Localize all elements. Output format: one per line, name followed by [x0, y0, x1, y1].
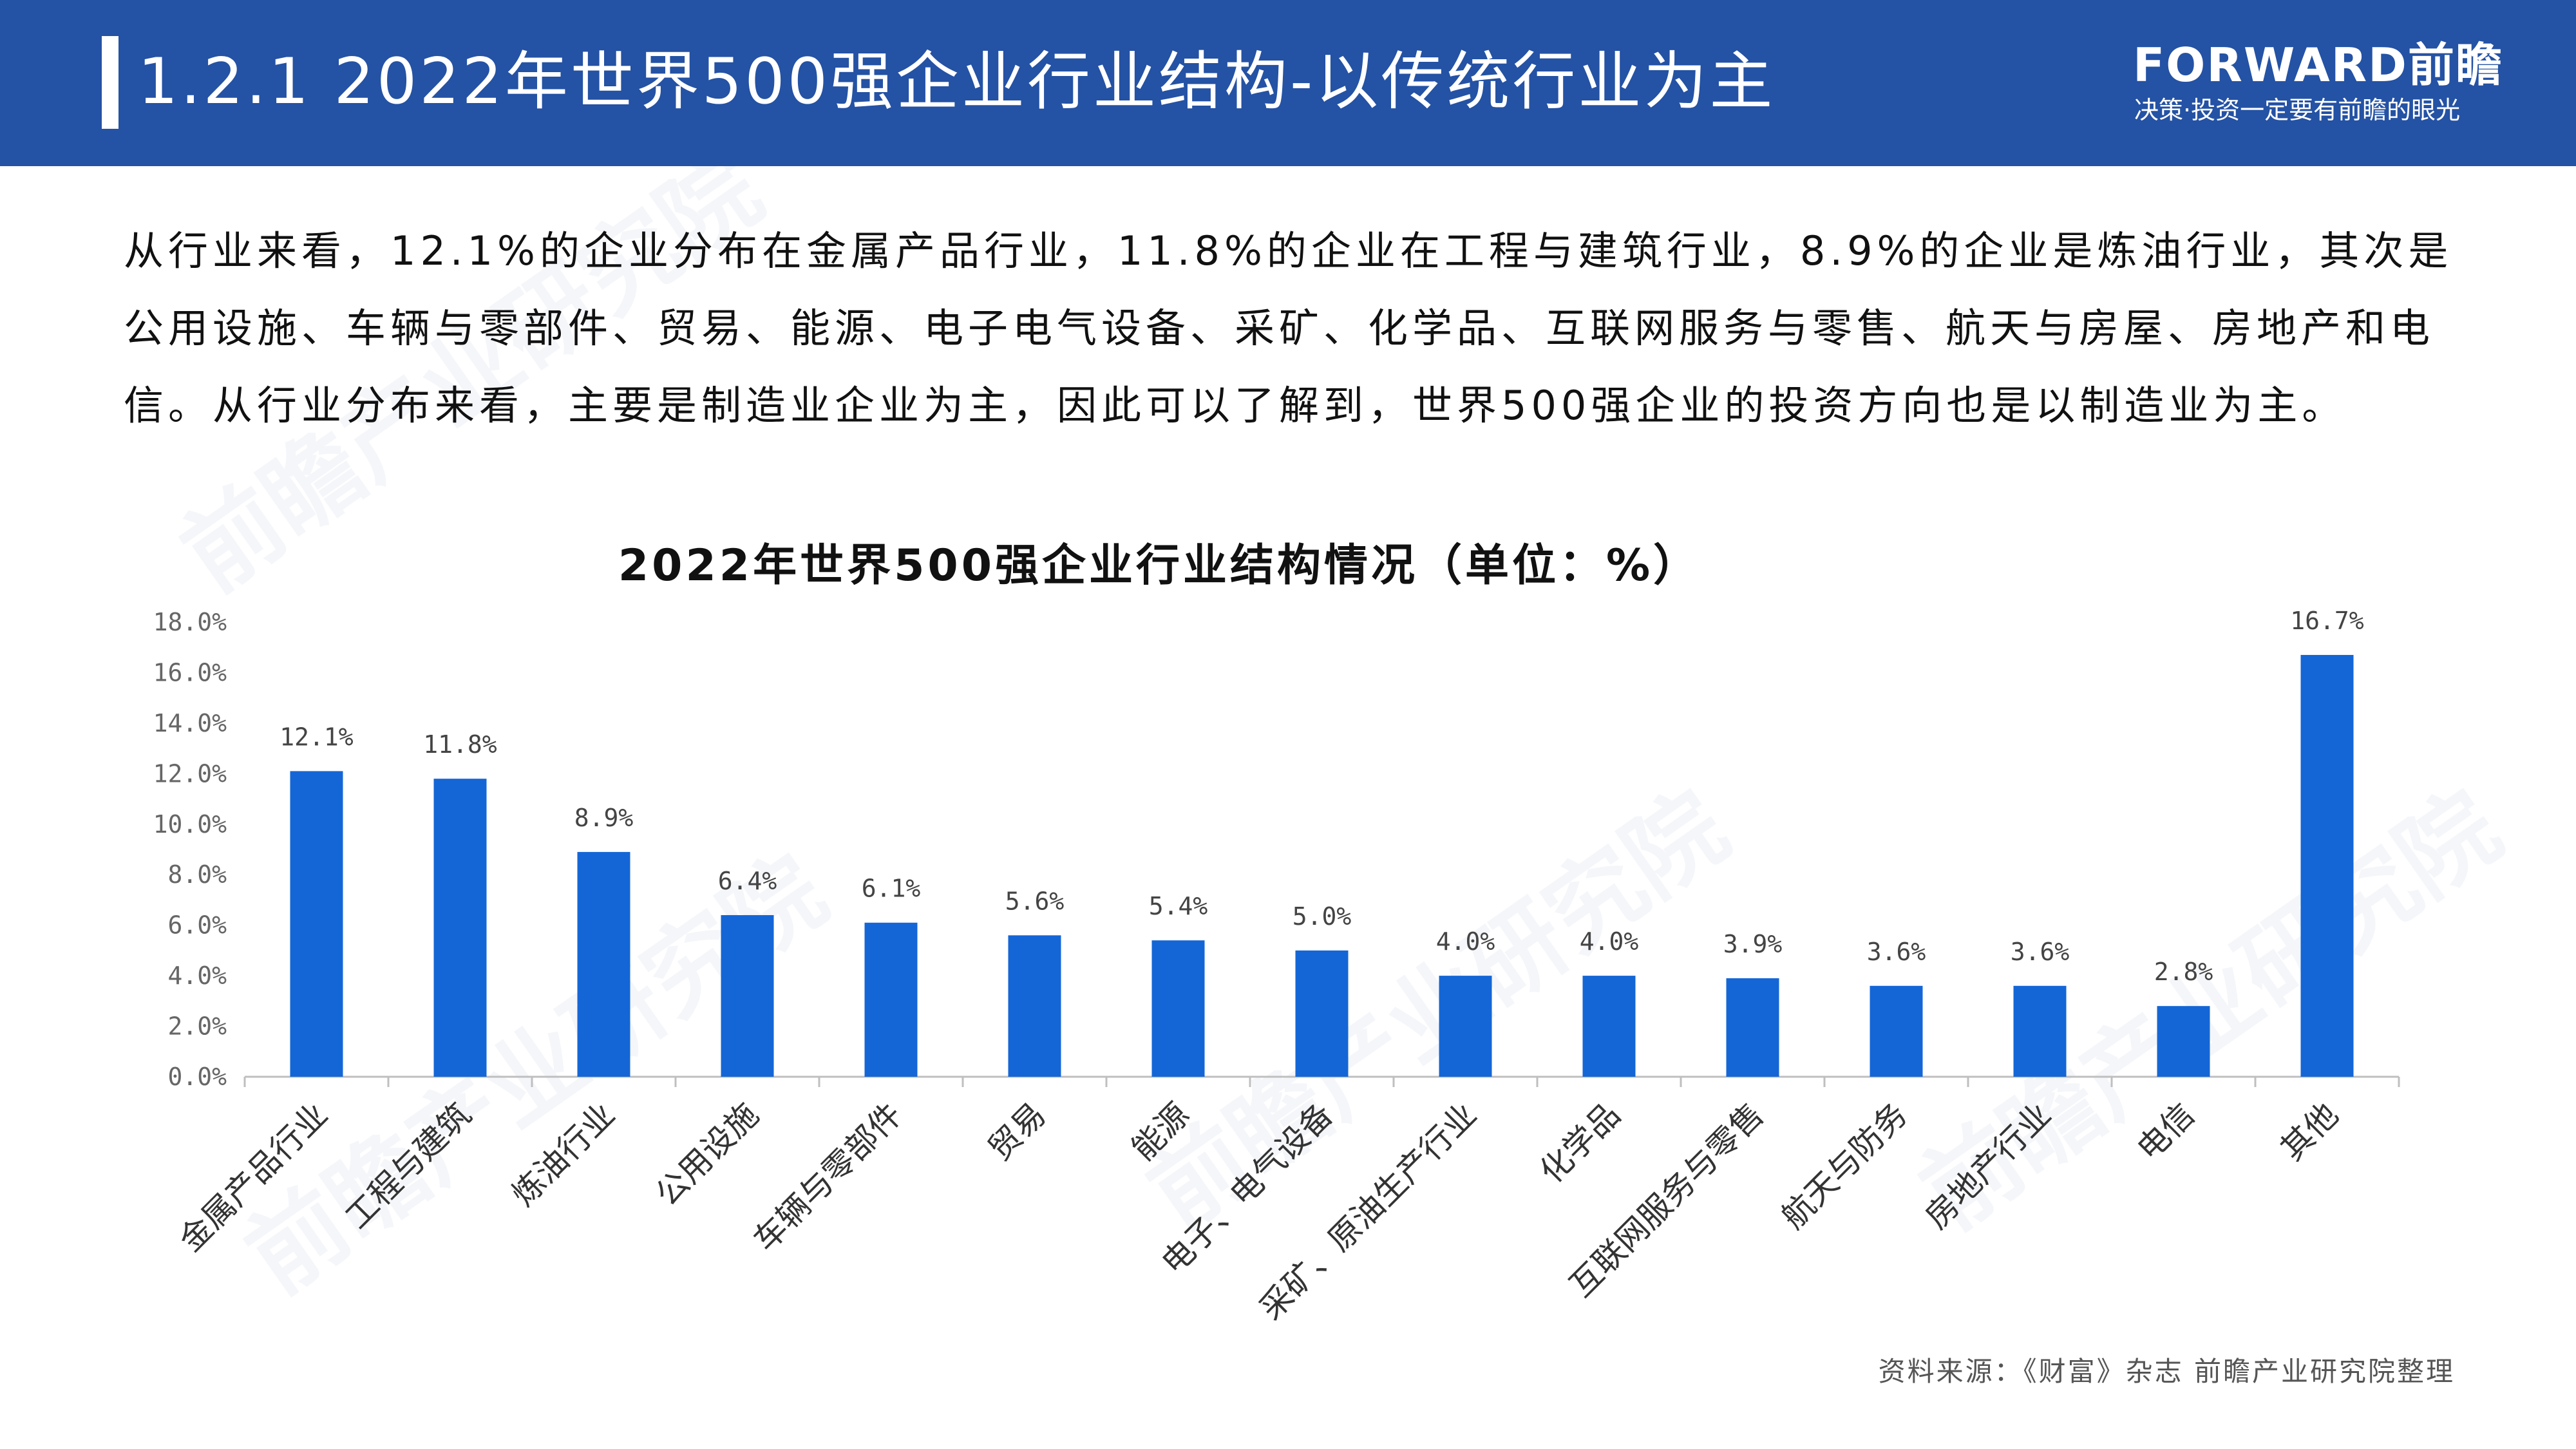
data-label: 6.4%	[718, 867, 777, 895]
y-tick-label: 2.0%	[167, 1012, 227, 1041]
bar	[1008, 935, 1061, 1077]
bar	[1582, 976, 1636, 1077]
data-label: 4.0%	[1580, 927, 1639, 956]
data-label: 4.0%	[1436, 927, 1495, 956]
bar	[433, 779, 487, 1077]
category-label: 公用设施	[649, 1095, 766, 1213]
bar	[1439, 976, 1492, 1077]
bar	[1870, 985, 1923, 1077]
category-label: 电信	[2130, 1095, 2202, 1168]
header-bar: 1.2.1 2022年世界500强企业行业结构-以传统行业为主 FORWARD前…	[0, 0, 2576, 166]
category-label: 贸易	[981, 1095, 1053, 1168]
y-tick-label: 4.0%	[167, 961, 227, 990]
data-label: 5.6%	[1005, 887, 1065, 915]
data-label: 5.4%	[1149, 892, 1208, 920]
chart-title: 2022年世界500强企业行业结构情况（单位：%）	[618, 540, 1701, 591]
data-label: 2.8%	[2154, 958, 2213, 986]
brand-slogan: 决策·投资一定要有前瞻的眼光	[2134, 96, 2461, 124]
category-label: 金属产品行业	[172, 1095, 335, 1258]
y-tick-label: 16.0%	[153, 658, 227, 687]
data-label: 3.6%	[2011, 938, 2070, 966]
y-tick-label: 14.0%	[153, 709, 227, 737]
source-note: 资料来源：《财富》杂志 前瞻产业研究院整理	[1878, 1356, 2455, 1387]
y-tick-label: 10.0%	[153, 810, 227, 838]
category-label: 炼油行业	[505, 1095, 622, 1213]
y-tick-label: 12.0%	[153, 759, 227, 788]
brand-name: FORWARD前瞻	[2133, 38, 2503, 92]
bar	[1151, 940, 1205, 1077]
header-accent-bar	[102, 36, 118, 129]
bar	[864, 922, 918, 1077]
bar	[1295, 950, 1349, 1077]
y-tick-label: 18.0%	[153, 608, 227, 636]
bar	[2013, 985, 2067, 1077]
data-label: 8.9%	[574, 804, 634, 832]
y-tick-label: 8.0%	[167, 860, 227, 889]
data-label: 11.8%	[423, 730, 497, 759]
category-label: 能源	[1124, 1095, 1197, 1168]
data-label: 6.1%	[862, 875, 921, 903]
page-title: 1.2.1 2022年世界500强企业行业结构-以传统行业为主	[138, 45, 1776, 118]
bar	[1726, 978, 1779, 1077]
category-label: 航天与防务	[1774, 1095, 1915, 1236]
bar	[2300, 654, 2354, 1077]
data-label: 16.7%	[2290, 607, 2364, 635]
data-label: 12.1%	[279, 723, 354, 751]
data-label: 5.0%	[1293, 902, 1352, 931]
bar	[290, 771, 343, 1077]
data-label: 3.6%	[1867, 938, 1926, 966]
category-label: 工程与建筑	[338, 1095, 478, 1236]
brand-logo: FORWARD前瞻 决策·投资一定要有前瞻的眼光	[2133, 36, 2502, 126]
category-label: 其他	[2273, 1095, 2345, 1168]
data-label: 3.9%	[1723, 930, 1783, 958]
category-label: 化学品	[1533, 1095, 1627, 1190]
intro-paragraph: 从行业来看，12.1%的企业分布在金属产品行业，11.8%的企业在工程与建筑行业…	[124, 227, 2453, 429]
category-label: 车辆与零部件	[746, 1095, 909, 1258]
bar	[721, 914, 774, 1077]
category-label: 房地产行业	[1918, 1095, 2058, 1236]
y-tick-label: 6.0%	[167, 911, 227, 940]
bar	[2157, 1006, 2210, 1077]
y-tick-label: 0.0%	[167, 1063, 227, 1091]
bar	[577, 851, 630, 1077]
